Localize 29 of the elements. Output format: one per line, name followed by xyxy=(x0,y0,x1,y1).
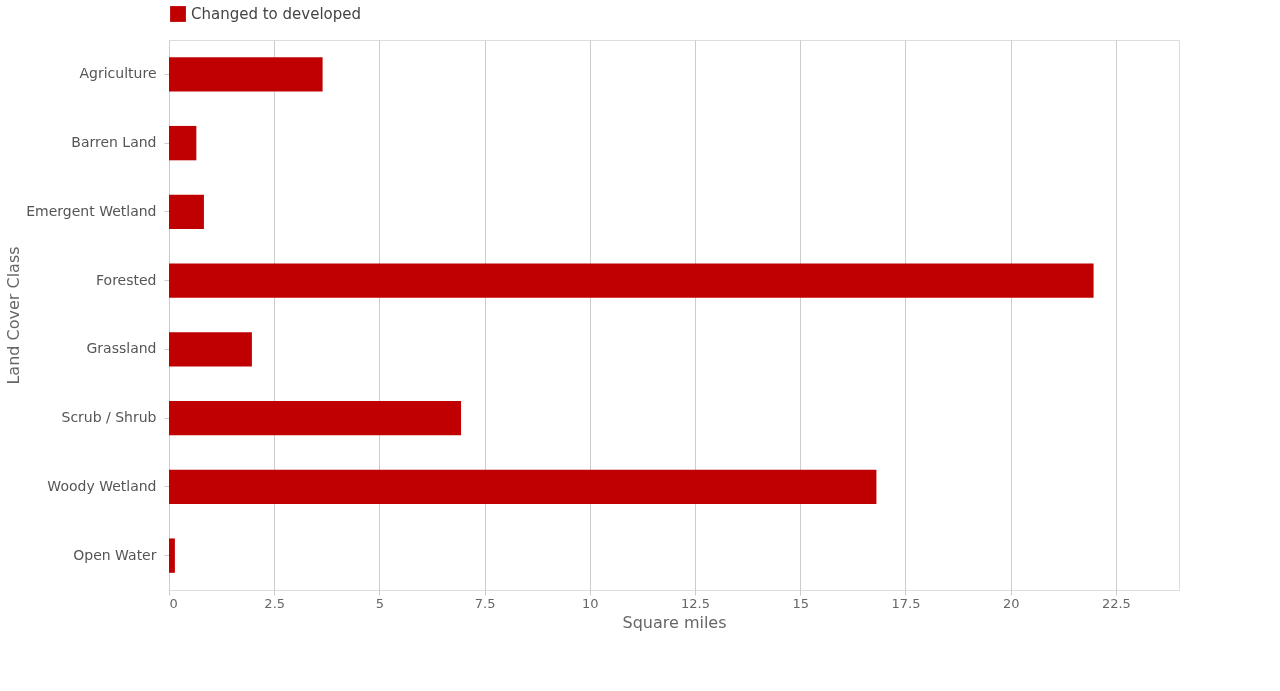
x-tick-label: 15 xyxy=(792,595,810,611)
x-tick-label: 10 xyxy=(582,595,599,611)
x-tick-label: 20 xyxy=(1002,595,1020,611)
bar xyxy=(169,194,204,230)
bar xyxy=(169,538,175,573)
bar xyxy=(169,469,877,505)
y-tick-label: Grassland xyxy=(86,340,157,357)
bar xyxy=(169,332,252,367)
y-tick-label: Barren Land xyxy=(71,134,157,151)
x-tick-label: 2.5 xyxy=(264,595,286,611)
x-tick-label: 5 xyxy=(375,595,385,611)
legend-label: Changed to developed xyxy=(191,5,362,23)
y-tick-label: Woody Wetland xyxy=(47,477,157,494)
x-tick-label: 22.5 xyxy=(1101,595,1131,611)
x-tick-label: 17.5 xyxy=(891,595,921,611)
bar xyxy=(169,263,1094,298)
y-tick-label: Emergent Wetland xyxy=(26,202,157,219)
bar xyxy=(169,125,197,161)
bar xyxy=(169,57,323,92)
x-axis-title: Square miles xyxy=(622,612,727,632)
bar xyxy=(169,400,462,436)
y-tick-label: Scrub / Shrub xyxy=(61,409,157,426)
y-tick-label: Open Water xyxy=(73,546,157,563)
y-tick-label: Agriculture xyxy=(79,65,157,82)
y-tick-label: Forested xyxy=(96,271,157,288)
x-tick-label: 12.5 xyxy=(681,595,711,611)
x-tick-label: 7.5 xyxy=(474,595,496,611)
x-tick-label: 0 xyxy=(169,595,178,611)
y-axis-title: Land Cover Class xyxy=(4,246,24,385)
